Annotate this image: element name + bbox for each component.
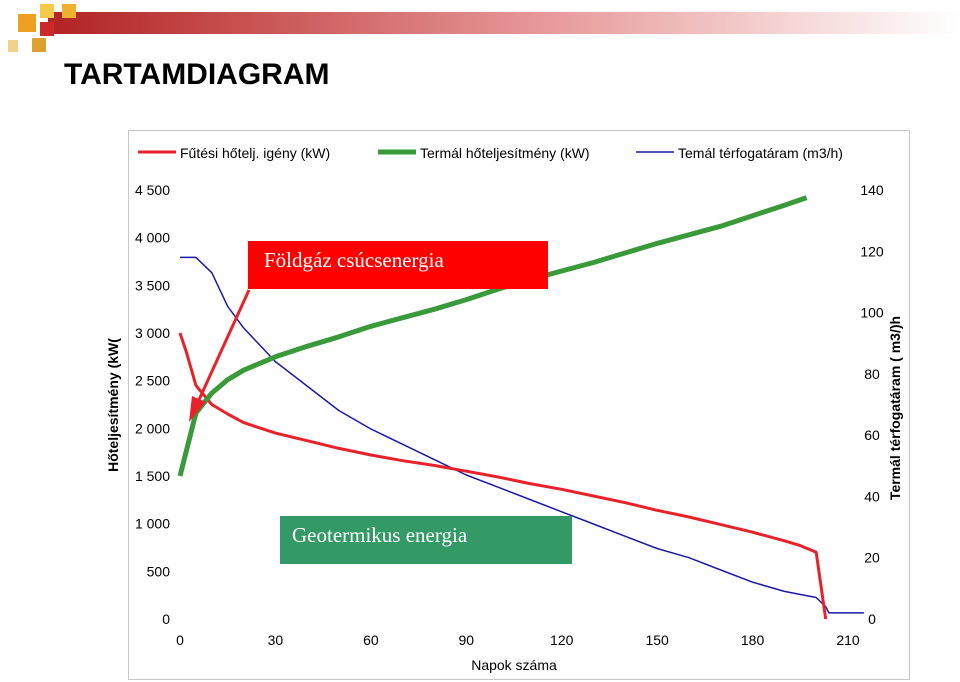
- logo-square-orange: [18, 14, 36, 32]
- y2-tick-label: 60: [864, 427, 880, 443]
- y-tick-label: 0: [162, 611, 170, 627]
- y-tick-label: 2 000: [135, 420, 170, 436]
- y-tick-label: 1 500: [135, 468, 170, 484]
- y2-tick-label: 140: [860, 182, 884, 198]
- y-tick-label: 3 000: [135, 325, 170, 341]
- x-tick-label: 120: [550, 632, 574, 648]
- x-tick-label: 30: [268, 632, 284, 648]
- logo-square-orange-2: [62, 4, 76, 18]
- y-tick-label: 3 500: [135, 277, 170, 293]
- logo-square-gold: [32, 38, 46, 52]
- series-line-thermal-power: [177, 195, 808, 477]
- y2-axis-label: Termál térfogatáram ( m3/)h: [887, 316, 903, 500]
- y-tick-label: 1 000: [135, 516, 170, 532]
- legend-label-heat-demand: Fűtési hőtelj. igény (kW): [180, 145, 330, 161]
- x-tick-label: 60: [363, 632, 379, 648]
- logo-square-small: [8, 40, 18, 52]
- x-tick-label: 180: [741, 632, 765, 648]
- x-tick-label: 210: [836, 632, 860, 648]
- x-axis-label: Napok száma: [471, 657, 557, 673]
- x-tick-label: 0: [176, 632, 184, 648]
- legend: Fűtési hőtelj. igény (kW) Termál hőtelje…: [138, 145, 843, 161]
- peak-energy-label: Földgáz csúcsenergia: [248, 241, 548, 289]
- y2-tick-label: 120: [860, 243, 884, 259]
- y2-tick-label: 40: [864, 488, 880, 504]
- legend-label-volume-flow: Temál térfogatáram (m3/h): [678, 145, 843, 161]
- series-line-heat-demand: [178, 332, 828, 620]
- x-tick-label: 150: [645, 632, 669, 648]
- chart-frame: [128, 130, 910, 680]
- series-line-volume-flow: [180, 256, 864, 614]
- y-tick-label: 4 000: [135, 230, 170, 246]
- logo-square-red: [40, 22, 54, 36]
- geothermal-energy-label: Geotermikus energia: [280, 516, 572, 564]
- y2-tick-label: 80: [864, 366, 880, 382]
- y-axis-label: Hőteljesítmény (kW(: [105, 338, 121, 472]
- y-tick-label: 2 500: [135, 373, 170, 389]
- y-tick-label: 4 500: [135, 182, 170, 198]
- page-title: TARTAMDIAGRAM: [64, 58, 330, 91]
- logo-square-yellow: [40, 4, 54, 18]
- y2-tick-label: 20: [864, 550, 880, 566]
- y2-tick-label: 0: [868, 611, 876, 627]
- series-layer: [177, 195, 864, 620]
- y2-tick-label: 100: [860, 305, 884, 321]
- y-tick-label: 500: [147, 563, 171, 579]
- axes-layer: 0 500 1 000 1 500 2 000 2 500 3 000 3 500 4 000 4…: [135, 182, 884, 648]
- peak-annotation-arrow: [196, 289, 251, 403]
- peak-annotation-arrowhead: [189, 396, 206, 422]
- x-tick-label: 90: [458, 632, 474, 648]
- legend-label-thermal-power: Termál hőteljesítmény (kW): [420, 145, 590, 161]
- header-decoration: [8, 4, 960, 52]
